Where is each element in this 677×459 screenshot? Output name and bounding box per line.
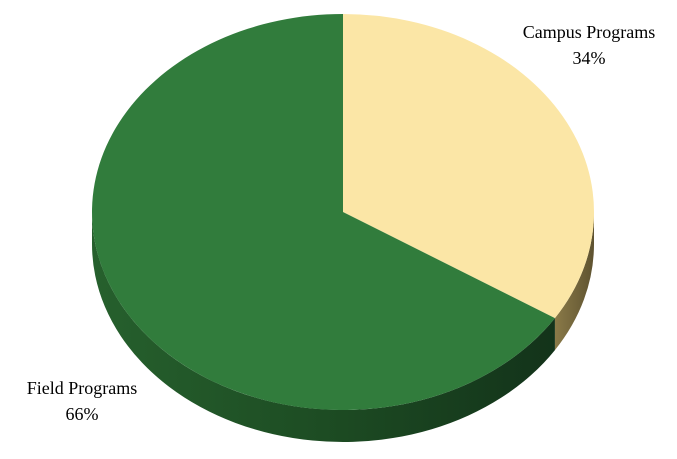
pie-side-walls	[92, 212, 594, 443]
slice-label-field: Field Programs	[27, 378, 138, 398]
slice-percent-campus: 34%	[573, 48, 606, 68]
pie-top-faces	[92, 14, 594, 410]
slice-label-campus: Campus Programs	[523, 22, 656, 42]
pie-slice-field	[92, 14, 555, 410]
pie-data-labels: Campus Programs 34% Field Programs 66%	[27, 22, 656, 424]
pie-side-field	[92, 212, 555, 443]
pie-side-campus	[554, 212, 594, 351]
pie-slice-campus	[343, 14, 594, 319]
slice-percent-field: 66%	[66, 404, 99, 424]
